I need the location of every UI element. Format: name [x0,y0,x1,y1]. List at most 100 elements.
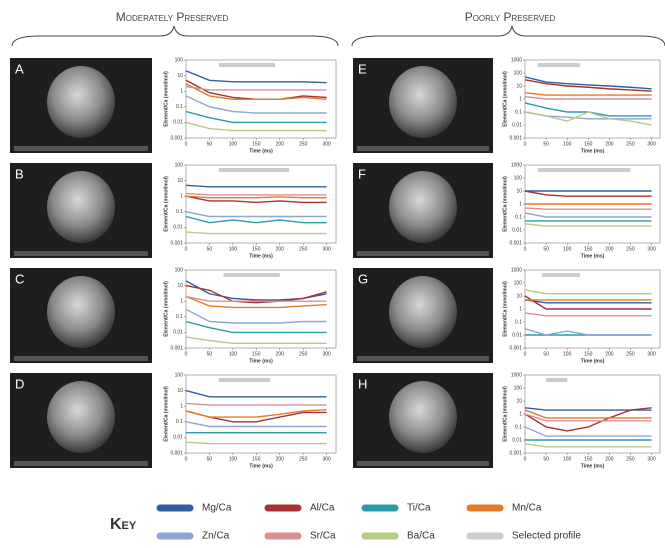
y-axis-label: Element/Ca (mmol/mol) [163,386,169,442]
y-tick-label: 0.1 [176,419,183,425]
panel-label: A [15,61,24,76]
series-line [524,190,652,197]
x-tick-label: 0 [185,351,188,357]
y-tick-label: 100 [514,385,523,391]
panel-label: E [358,61,367,76]
series-line [185,192,327,196]
series-line [185,402,327,406]
series-line [185,320,327,334]
series-line [185,295,327,302]
panel-label: C [15,271,24,286]
plot-area [524,374,661,454]
x-tick-label: 50 [543,456,549,462]
panel-label: F [358,166,366,181]
x-tick-label: 100 [563,456,572,462]
x-tick-label: 150 [584,141,593,147]
x-tick-label: 50 [543,246,549,252]
y-tick-label: 1000 [511,162,522,168]
y-tick-label: 100 [175,57,184,63]
y-tick-label: 0.001 [509,135,522,141]
x-axis-label: Time (ms) [249,148,273,154]
key-label: Zn/Ca [202,531,230,542]
panel-label: B [15,166,24,181]
series-line [185,408,327,418]
y-axis-label: Element/Ca (mmol/mol) [502,386,508,442]
y-tick-label: 0.01 [173,120,183,126]
key-label: Ti/Ca [407,503,431,514]
key-label: Ba/Ca [407,531,435,542]
y-tick-label: 1 [180,194,183,200]
series-line [185,110,327,124]
series-line [185,284,327,304]
series-line [524,96,652,100]
x-tick-label: 0 [524,351,527,357]
y-tick-label: 10 [516,398,522,404]
specimen [389,66,457,138]
x-tick-label: 250 [626,141,635,147]
y-tick-label: 100 [175,162,184,168]
y-tick-label: 0.01 [173,330,183,336]
x-tick-label: 250 [299,351,308,357]
y-axis-label: Element/Ca (mmol/mol) [163,71,169,127]
series-line [185,441,327,445]
x-tick-label: 100 [229,456,238,462]
scale-bar [357,251,489,256]
series-line [524,111,652,126]
specimen [47,276,115,348]
x-tick-label: 250 [626,456,635,462]
x-tick-label: 100 [563,141,572,147]
panel-label: H [358,376,367,391]
series-line [185,215,327,224]
y-axis-label: Element/Ca (mmol/mol) [502,281,508,337]
selected-profile [218,378,271,382]
x-tick-label: 100 [229,141,238,147]
series-line [185,308,327,324]
x-axis-label: Time (ms) [249,358,273,364]
x-tick-label: 150 [252,351,261,357]
y-tick-label: 0.01 [173,435,183,441]
x-tick-label: 150 [252,141,261,147]
scale-bar [14,146,148,151]
y-tick-label: 0.1 [515,109,522,115]
y-tick-label: 10 [177,388,183,394]
y-tick-label: 1000 [511,57,522,63]
y-tick-label: 0.01 [512,332,522,338]
key-title: Key [110,516,137,533]
specimen [47,381,115,453]
selected-profile [541,273,580,277]
series-line [185,95,327,114]
y-tick-label: 0.1 [176,209,183,215]
x-tick-label: 300 [322,351,331,357]
x-tick-label: 50 [207,246,213,252]
series-line [524,299,652,304]
y-tick-label: 0.01 [512,437,522,443]
selected-profile [546,378,568,382]
y-tick-label: 0.001 [170,240,183,246]
x-tick-label: 250 [299,141,308,147]
x-tick-label: 100 [563,246,572,252]
y-tick-label: 0.001 [509,450,522,456]
x-tick-label: 300 [322,456,331,462]
x-tick-label: 0 [185,456,188,462]
y-axis-label: Element/Ca (mmol/mol) [163,281,169,337]
x-tick-label: 50 [207,456,213,462]
x-tick-label: 100 [229,246,238,252]
scale-bar [14,461,148,466]
series-line [185,195,327,199]
key-label: Al/Ca [310,503,335,514]
x-tick-label: 200 [276,456,285,462]
y-tick-label: 0.1 [176,104,183,110]
x-axis-label: Time (ms) [581,463,605,469]
y-tick-label: 10 [177,73,183,79]
y-tick-label: 0.1 [515,214,522,220]
x-tick-label: 0 [185,141,188,147]
specimen [389,276,457,348]
y-tick-label: 0.001 [170,135,183,141]
x-axis-label: Time (ms) [581,253,605,259]
y-tick-label: 0.01 [512,227,522,233]
y-tick-label: 100 [514,70,523,76]
specimen [389,171,457,243]
selected-profile [537,63,580,67]
x-tick-label: 50 [207,141,213,147]
scale-bar [357,356,489,361]
